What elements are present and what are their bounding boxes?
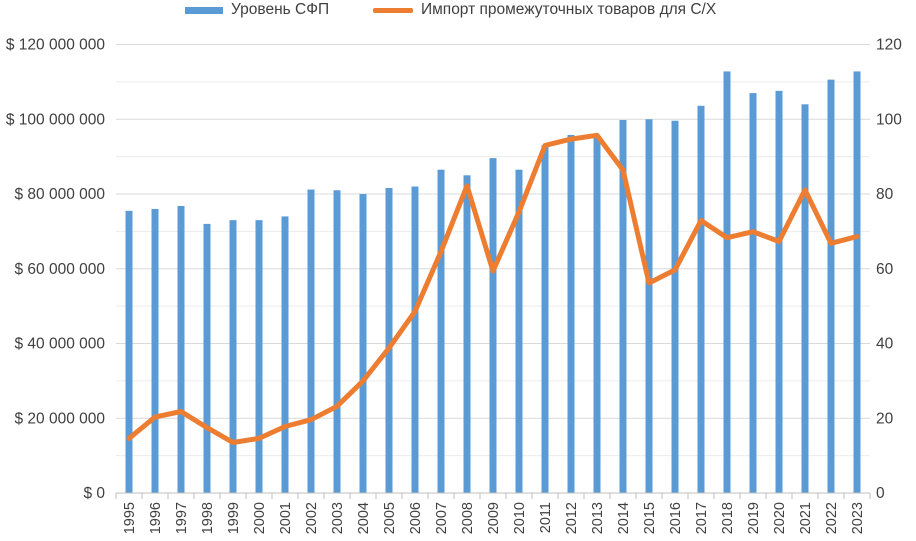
bar-series-tfp: [125, 71, 861, 494]
bar-2015: [645, 119, 653, 493]
x-axis-label-1998: 1998: [200, 502, 216, 534]
x-axis-label-2023: 2023: [850, 502, 866, 534]
x-axis-label-2012: 2012: [564, 502, 580, 534]
x-axis-label-2017: 2017: [694, 502, 710, 534]
x-axis-label-1997: 1997: [174, 502, 190, 534]
bar-2000: [255, 220, 263, 493]
left-axis-label: $ 100 000 000: [6, 111, 106, 128]
x-axis-label-2016: 2016: [668, 502, 684, 534]
bar-2001: [281, 216, 289, 494]
legend-item-tfp: Уровень СФП: [185, 1, 329, 19]
legend: Уровень СФП Импорт промежуточных товаров…: [0, 0, 916, 22]
x-axis-label-2010: 2010: [512, 502, 528, 534]
x-axis-label-1995: 1995: [122, 502, 138, 534]
x-axis-label-2001: 2001: [278, 502, 294, 534]
right-axis-label: 40: [876, 336, 894, 353]
bar-2021: [801, 104, 809, 494]
bar-2002: [307, 189, 315, 493]
line-series-imports: [126, 132, 860, 445]
bar-2017: [697, 105, 705, 494]
right-axis-label: 120: [876, 37, 902, 54]
x-axis-label-2011: 2011: [538, 502, 554, 533]
bar-2006: [411, 186, 419, 493]
bar-2016: [671, 120, 679, 494]
x-axis-label-2022: 2022: [824, 502, 840, 534]
left-axis-labels: $ 0 $ 20 000 000 $ 40 000 000 $ 60 000 000 $…: [6, 37, 106, 503]
x-axis-label-2014: 2014: [616, 502, 632, 534]
x-axis-label-2005: 2005: [382, 502, 398, 534]
left-axis-label: $ 20 000 000: [14, 410, 105, 427]
legend-swatch-imports: [373, 7, 413, 13]
bar-2003: [333, 190, 341, 493]
right-axis-labels: 0 20 40 60 80 100 120: [876, 37, 902, 503]
bar-2005: [385, 188, 393, 493]
bar-2018: [723, 71, 731, 493]
x-axis-label-2002: 2002: [304, 502, 320, 534]
bar-1999: [229, 220, 237, 493]
legend-label-tfp: Уровень СФП: [231, 1, 330, 18]
bar-1996: [151, 208, 159, 493]
bar-2012: [567, 134, 575, 493]
x-axis-label-1996: 1996: [148, 502, 164, 534]
right-axis-label: 0: [876, 485, 885, 502]
x-axis-label-1999: 1999: [226, 502, 242, 534]
x-axis-labels: 1995 1996 1997 1998 1999 2000 2001 2002 2003 2004…: [122, 502, 866, 534]
x-axis-label-2019: 2019: [746, 502, 762, 534]
bar-2022: [827, 79, 835, 493]
legend-item-imports: Импорт промежуточных товаров для С/Х: [373, 1, 716, 19]
bar-2014: [619, 119, 627, 493]
axes: [115, 492, 871, 499]
right-axis-label: 100: [876, 111, 902, 128]
x-axis-label-2007: 2007: [434, 502, 450, 534]
x-axis-label-2015: 2015: [642, 502, 658, 534]
x-axis-label-2003: 2003: [330, 502, 346, 534]
x-axis-label-2013: 2013: [590, 502, 606, 534]
x-axis-label-2009: 2009: [486, 502, 502, 534]
x-axis-label-2020: 2020: [772, 502, 788, 534]
legend-swatch-tfp: [185, 6, 223, 14]
right-axis-label: 80: [876, 186, 894, 203]
legend-label-imports: Импорт промежуточных товаров для С/Х: [421, 1, 717, 18]
bar-2020: [775, 90, 783, 493]
x-axis-label-2000: 2000: [252, 502, 268, 534]
bar-2011: [541, 145, 549, 493]
left-axis-label: $ 40 000 000: [14, 336, 105, 353]
bar-2009: [489, 158, 497, 493]
bar-1997: [177, 205, 185, 493]
bar-2023: [853, 71, 861, 493]
x-axis-label-2004: 2004: [356, 502, 372, 534]
bar-2007: [437, 169, 445, 494]
left-axis-label: $ 0: [83, 485, 105, 502]
right-axis-label: 20: [876, 410, 894, 427]
bar-1995: [125, 210, 133, 493]
bar-1998: [203, 223, 211, 493]
right-axis-label: 60: [876, 261, 894, 278]
bar-2004: [359, 194, 367, 493]
x-axis-label-2018: 2018: [720, 502, 736, 534]
bar-2010: [515, 169, 523, 494]
x-axis-label-2006: 2006: [408, 502, 424, 534]
x-axis-label-2021: 2021: [798, 502, 814, 534]
bar-2019: [749, 93, 757, 494]
bar-2013: [593, 137, 601, 493]
left-axis-label: $ 60 000 000: [14, 261, 105, 278]
left-axis-label: $ 120 000 000: [6, 37, 106, 54]
left-axis-label: $ 80 000 000: [14, 186, 105, 203]
bar-2008: [463, 175, 471, 493]
x-axis-label-2008: 2008: [460, 502, 476, 534]
